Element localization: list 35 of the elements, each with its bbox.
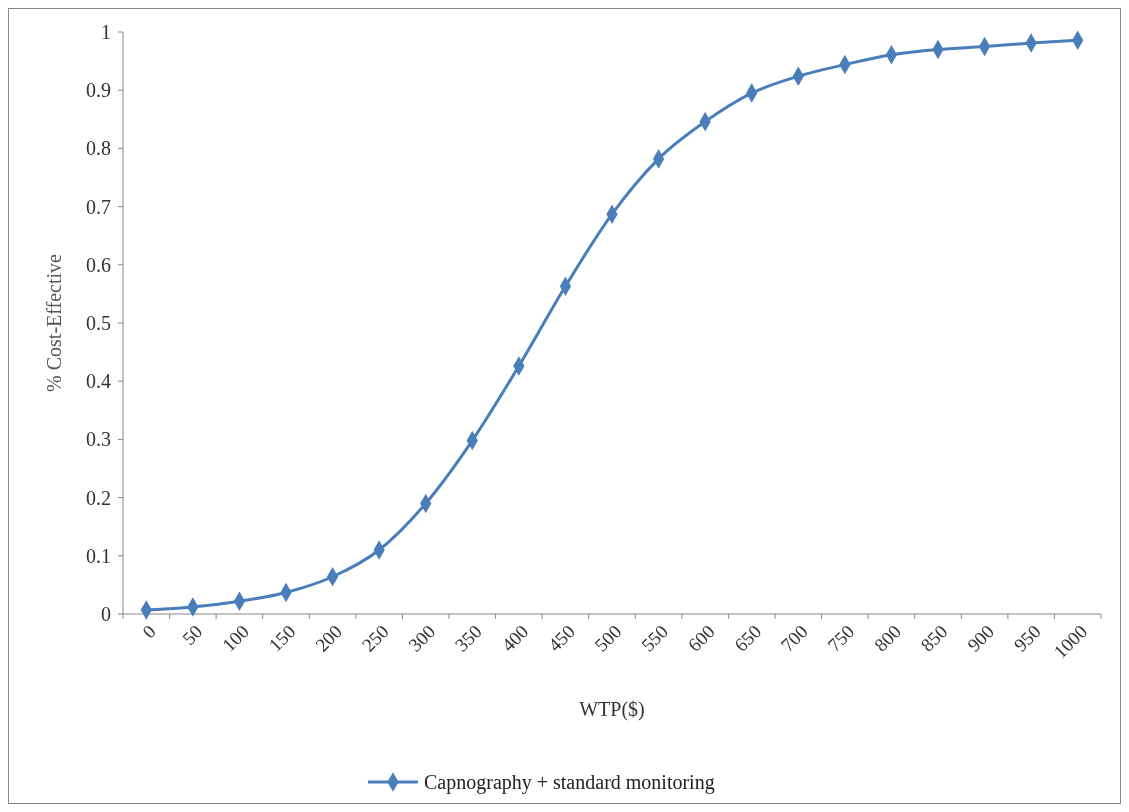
- y-tick-label: 0.4: [86, 370, 111, 393]
- x-tick-label: 550: [637, 620, 673, 656]
- y-tick-label: 0.6: [86, 253, 111, 276]
- x-tick-label: 50: [178, 620, 207, 649]
- x-axis-title: WTP($): [579, 698, 645, 721]
- x-tick-label: 300: [404, 620, 440, 656]
- y-tick-label: 1: [101, 21, 111, 43]
- y-tick-label: 0.9: [86, 79, 111, 102]
- x-tick-label: 600: [683, 620, 719, 656]
- x-tick-label: 850: [916, 620, 952, 656]
- legend-label: Capnography + standard monitoring: [424, 771, 715, 794]
- y-tick-label: 0.8: [86, 137, 111, 160]
- x-tick-label: 500: [590, 620, 626, 656]
- x-tick-label: 800: [869, 620, 905, 656]
- x-tick-label: 200: [311, 620, 347, 656]
- x-tick-label: 150: [264, 620, 300, 656]
- y-tick-label: 0.3: [86, 428, 111, 451]
- y-tick-label: 0.2: [86, 486, 111, 509]
- x-tick-label: 0: [138, 620, 160, 643]
- x-tick-label: 350: [450, 620, 486, 656]
- x-tick-label: 400: [497, 620, 533, 656]
- y-axis-title: % Cost-Effective: [43, 253, 65, 392]
- y-tick-label: 0.1: [86, 544, 111, 567]
- x-tick-label: 750: [823, 620, 859, 656]
- x-tick-label: 250: [357, 620, 393, 656]
- y-tick-label: 0.5: [86, 312, 111, 334]
- y-tick-label: 0: [101, 603, 111, 625]
- x-tick-label: 1000: [1049, 620, 1092, 663]
- x-tick-label: 900: [963, 620, 999, 656]
- x-tick-label: 100: [217, 620, 253, 656]
- x-tick-label: 950: [1009, 620, 1045, 656]
- x-tick-label: 700: [776, 620, 812, 656]
- y-tick-label: 0.7: [86, 195, 111, 218]
- x-tick-label: 650: [730, 620, 766, 656]
- x-tick-label: 450: [543, 620, 579, 656]
